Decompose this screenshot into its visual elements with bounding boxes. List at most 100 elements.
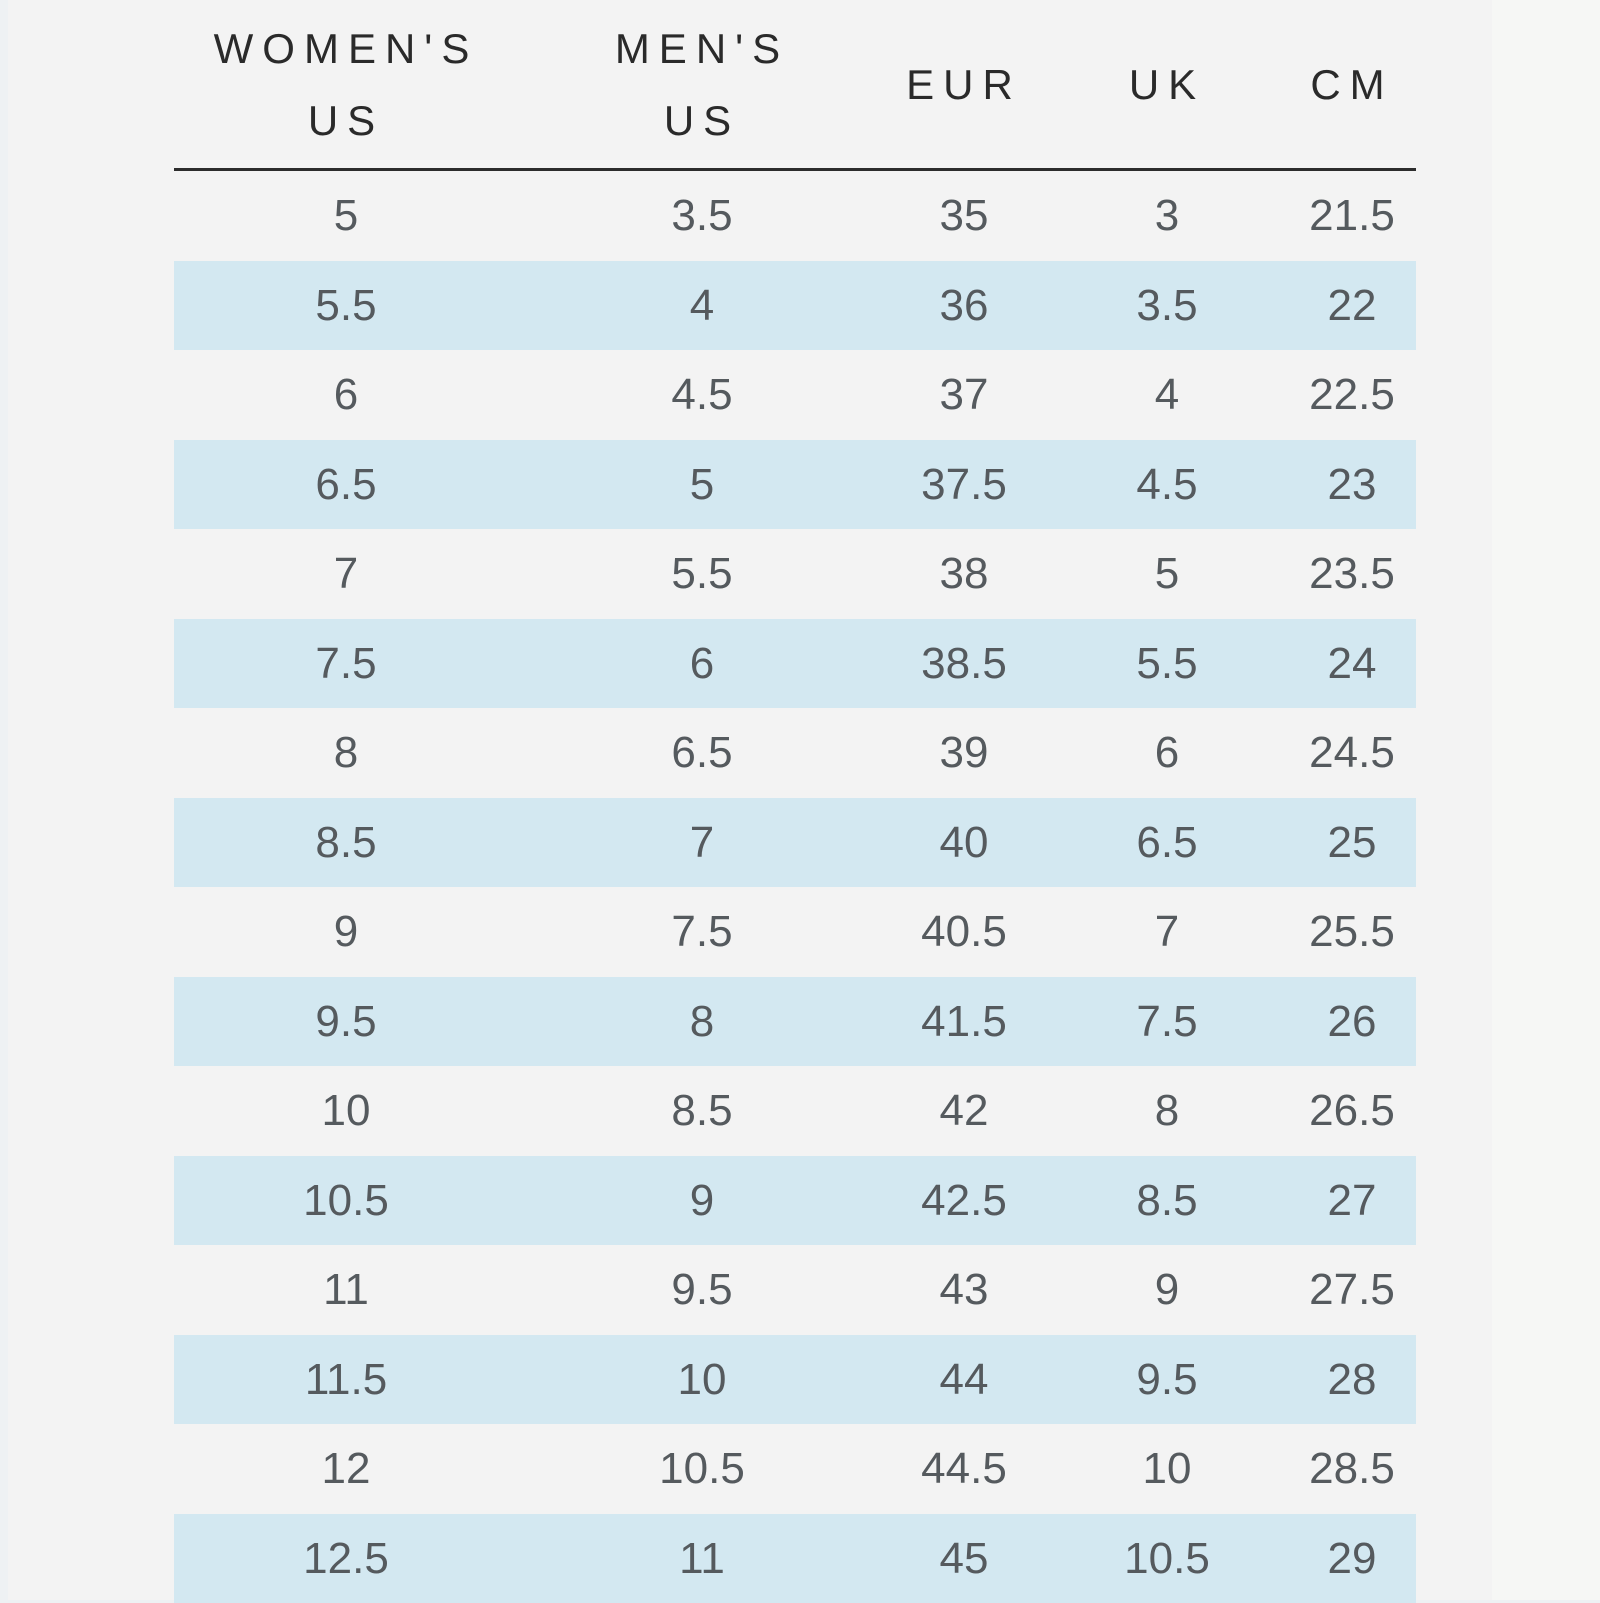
cell-womens-us: 9 — [334, 887, 358, 977]
cell-eur: 36 — [940, 261, 989, 351]
cell-cm: 22.5 — [1309, 350, 1395, 440]
cell-eur: 44 — [940, 1335, 989, 1425]
cell-cm: 21.5 — [1309, 171, 1395, 261]
cell-eur: 37.5 — [921, 440, 1007, 530]
cell-womens-us: 5 — [334, 171, 358, 261]
table-row: 10 8.5 42 8 26.5 — [174, 1066, 1416, 1156]
cell-womens-us: 10 — [322, 1066, 371, 1156]
cell-mens-us: 11 — [679, 1514, 725, 1603]
cell-womens-us: 8.5 — [315, 798, 376, 888]
cell-cm: 28 — [1328, 1335, 1377, 1425]
cell-uk: 4 — [1155, 350, 1179, 440]
header-mens-us: MEN'S US — [615, 0, 789, 170]
cell-cm: 25.5 — [1309, 887, 1395, 977]
cell-uk: 8.5 — [1136, 1156, 1197, 1246]
cell-womens-us: 7 — [334, 529, 358, 619]
cell-eur: 37 — [940, 350, 989, 440]
cell-cm: 23 — [1328, 440, 1377, 530]
cell-mens-us: 9 — [690, 1156, 714, 1246]
cell-cm: 25 — [1328, 798, 1377, 888]
cell-eur: 42.5 — [921, 1156, 1007, 1246]
cell-uk: 6.5 — [1136, 798, 1197, 888]
cell-cm: 24 — [1328, 619, 1377, 709]
cell-cm: 26.5 — [1309, 1066, 1395, 1156]
cell-cm: 23.5 — [1309, 529, 1395, 619]
header-eur-label: EUR — [906, 49, 1022, 121]
cell-womens-us: 5.5 — [315, 261, 376, 351]
cell-uk: 5.5 — [1136, 619, 1197, 709]
header-mens-us-line2: US — [664, 85, 740, 157]
cell-womens-us: 10.5 — [303, 1156, 389, 1246]
cell-eur: 38.5 — [921, 619, 1007, 709]
cell-mens-us: 8 — [690, 977, 714, 1067]
table-row: 12.5 11 45 10.5 29 — [174, 1514, 1416, 1603]
cell-eur: 42 — [940, 1066, 989, 1156]
cell-uk: 6 — [1155, 708, 1179, 798]
table-row: 5 3.5 35 3 21.5 — [174, 171, 1416, 261]
cell-womens-us: 6.5 — [315, 440, 376, 530]
header-womens-us-line2: US — [308, 85, 384, 157]
cell-uk: 8 — [1155, 1066, 1179, 1156]
cell-cm: 24.5 — [1309, 708, 1395, 798]
cell-eur: 40 — [940, 798, 989, 888]
table-row: 10.5 9 42.5 8.5 27 — [174, 1156, 1416, 1246]
header-uk-label: UK — [1129, 49, 1205, 121]
cell-mens-us: 10 — [678, 1335, 727, 1425]
page-margin — [1492, 0, 1600, 1600]
cell-uk: 3 — [1155, 171, 1179, 261]
cell-mens-us: 9.5 — [671, 1245, 732, 1335]
cell-uk: 4.5 — [1136, 440, 1197, 530]
cell-mens-us: 10.5 — [659, 1424, 745, 1514]
cell-eur: 35 — [940, 171, 989, 261]
cell-mens-us: 7.5 — [671, 887, 732, 977]
cell-uk: 10 — [1143, 1424, 1192, 1514]
header-mens-us-line1: MEN'S — [615, 13, 789, 85]
header-uk: UK — [1129, 0, 1205, 170]
cell-eur: 40.5 — [921, 887, 1007, 977]
cell-uk: 5 — [1155, 529, 1179, 619]
cell-womens-us: 7.5 — [315, 619, 376, 709]
cell-womens-us: 9.5 — [315, 977, 376, 1067]
table-row: 7 5.5 38 5 23.5 — [174, 529, 1416, 619]
cell-mens-us: 6 — [690, 619, 714, 709]
cell-womens-us: 6 — [334, 350, 358, 440]
cell-womens-us: 11 — [323, 1245, 369, 1335]
cell-eur: 38 — [940, 529, 989, 619]
cell-uk: 9.5 — [1136, 1335, 1197, 1425]
cell-mens-us: 5.5 — [671, 529, 732, 619]
cell-uk: 10.5 — [1124, 1514, 1210, 1603]
cell-cm: 29 — [1328, 1514, 1377, 1603]
cell-mens-us: 4 — [690, 261, 714, 351]
cell-cm: 28.5 — [1309, 1424, 1395, 1514]
cell-eur: 45 — [940, 1514, 989, 1603]
cell-mens-us: 5 — [690, 440, 714, 530]
header-eur: EUR — [906, 0, 1022, 170]
cell-mens-us: 7 — [690, 798, 714, 888]
cell-mens-us: 3.5 — [671, 171, 732, 261]
header-womens-us-line1: WOMEN'S — [214, 13, 479, 85]
table-row: 9 7.5 40.5 7 25.5 — [174, 887, 1416, 977]
table-row: 9.5 8 41.5 7.5 26 — [174, 977, 1416, 1067]
header-womens-us: WOMEN'S US — [214, 0, 479, 170]
cell-eur: 43 — [940, 1245, 989, 1335]
cell-uk: 7.5 — [1136, 977, 1197, 1067]
table-row: 6 4.5 37 4 22.5 — [174, 350, 1416, 440]
cell-mens-us: 4.5 — [671, 350, 732, 440]
cell-cm: 26 — [1328, 977, 1377, 1067]
cell-eur: 39 — [940, 708, 989, 798]
cell-womens-us: 12 — [322, 1424, 371, 1514]
header-cm: CM — [1310, 0, 1393, 170]
table-row: 6.5 5 37.5 4.5 23 — [174, 440, 1416, 530]
cell-mens-us: 8.5 — [671, 1066, 732, 1156]
cell-cm: 22 — [1328, 261, 1377, 351]
cell-eur: 41.5 — [921, 977, 1007, 1067]
table-row: 7.5 6 38.5 5.5 24 — [174, 619, 1416, 709]
cell-cm: 27 — [1328, 1156, 1377, 1246]
cell-womens-us: 12.5 — [303, 1514, 389, 1603]
cell-uk: 7 — [1155, 887, 1179, 977]
